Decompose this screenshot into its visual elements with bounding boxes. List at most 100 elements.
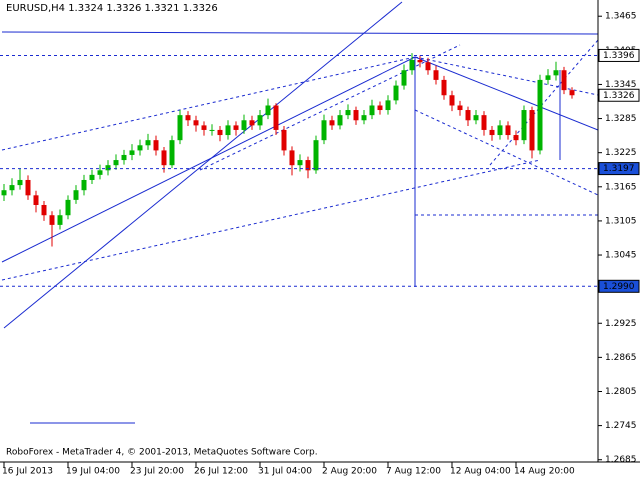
channel-line xyxy=(414,109,599,196)
candle-body xyxy=(113,160,119,166)
candle-body xyxy=(361,115,367,121)
candle-body xyxy=(145,140,151,146)
candle-body xyxy=(97,170,103,175)
y-tick-label: 1.2685 xyxy=(605,455,637,465)
level-label: 1.2990 xyxy=(603,282,635,292)
candle-body xyxy=(73,190,79,200)
x-tick-label: 19 Jul 04:00 xyxy=(66,467,120,477)
candle-body xyxy=(25,179,31,196)
candle-body xyxy=(41,204,47,216)
candle-body xyxy=(129,150,135,155)
candle-body xyxy=(561,70,567,91)
candle-body xyxy=(569,90,575,96)
candle-body xyxy=(329,120,335,126)
plot-area xyxy=(1,53,575,247)
candle-body xyxy=(505,125,511,136)
channel-line xyxy=(414,56,599,96)
x-tick-label: 23 Jul 20:00 xyxy=(130,467,184,477)
candle-body xyxy=(265,105,271,116)
level-label: 1.3197 xyxy=(603,164,635,174)
candle-body xyxy=(513,135,519,141)
candle-body xyxy=(313,140,319,171)
level-label: 1.3396 xyxy=(603,51,635,61)
candle-body xyxy=(481,115,487,130)
y-tick-label: 1.3165 xyxy=(605,182,637,192)
candle-body xyxy=(305,160,311,171)
y-tick-label: 1.3285 xyxy=(605,114,637,124)
trend-lines xyxy=(1,1,599,424)
candle-body xyxy=(153,140,159,151)
level-label: 1.3326 xyxy=(603,91,635,101)
candle-body xyxy=(537,79,543,151)
candle-body xyxy=(353,110,359,121)
level-box xyxy=(598,88,640,102)
candle-body xyxy=(121,154,127,161)
level-box xyxy=(598,279,640,293)
candle-body xyxy=(321,120,327,141)
candle-body xyxy=(377,105,383,111)
candle-body xyxy=(49,215,55,225)
candle-body xyxy=(257,115,263,126)
chart-title: EURUSD,H4 1.3324 1.3326 1.3321 1.3326 xyxy=(6,3,218,14)
y-tick-label: 1.3045 xyxy=(605,251,637,261)
candle-body xyxy=(289,150,295,166)
candle-body xyxy=(433,70,439,80)
candle-body xyxy=(33,195,39,205)
candle-body xyxy=(553,70,559,76)
y-tick-label: 1.3225 xyxy=(605,148,637,158)
candle-body xyxy=(473,115,479,121)
candle-body xyxy=(441,79,447,96)
channel-line xyxy=(1,159,541,281)
candle-body xyxy=(137,145,143,151)
candle-body xyxy=(177,115,183,141)
y-tick-label: 1.3105 xyxy=(605,216,637,226)
candle-body xyxy=(273,105,279,130)
candle-body xyxy=(241,120,247,130)
candle-body xyxy=(393,85,399,101)
x-tick-label: 31 Jul 04:00 xyxy=(258,467,312,477)
candle-body xyxy=(9,185,15,191)
footer: RoboForex - MetaTrader 4, © 2001-2013, M… xyxy=(6,448,318,458)
x-tick-label: 12 Aug 04:00 xyxy=(450,467,511,477)
candle-body xyxy=(489,129,495,136)
candle-body xyxy=(209,129,215,131)
candle-body xyxy=(185,115,191,121)
candle-body xyxy=(81,179,87,191)
candle-body xyxy=(449,95,455,106)
trend-line xyxy=(1,31,599,35)
candle-body xyxy=(297,160,303,166)
candle-body xyxy=(497,125,503,136)
x-tick-label: 7 Aug 12:00 xyxy=(386,467,441,477)
candle-body xyxy=(65,199,71,216)
candle-body xyxy=(17,179,23,186)
candle-body xyxy=(217,129,223,136)
candle-body xyxy=(161,150,167,166)
candle-body xyxy=(409,59,415,71)
candle-body xyxy=(337,115,343,126)
candle-body xyxy=(281,129,287,151)
candle-body xyxy=(89,174,95,180)
candle-body xyxy=(529,110,535,151)
candle-body xyxy=(545,75,551,80)
candle-body xyxy=(225,125,231,136)
candle-body xyxy=(57,215,63,225)
candle-body xyxy=(193,120,199,126)
candle-body xyxy=(233,125,239,130)
x-tick-label: 16 Jul 2013 xyxy=(2,467,53,477)
candle-body xyxy=(521,110,527,141)
candle-body xyxy=(345,110,351,116)
candle-body xyxy=(1,190,7,196)
channel-line xyxy=(199,44,461,171)
candle-body xyxy=(425,62,431,71)
trend-line xyxy=(414,56,599,131)
y-tick-label: 1.3465 xyxy=(605,12,637,22)
y-tick-label: 1.3345 xyxy=(605,80,637,90)
candle-body xyxy=(105,165,111,171)
y-tick-label: 1.2745 xyxy=(605,421,637,431)
trend-line xyxy=(1,56,416,263)
x-tick-label: 14 Aug 20:00 xyxy=(514,467,575,477)
level-box xyxy=(598,162,640,176)
